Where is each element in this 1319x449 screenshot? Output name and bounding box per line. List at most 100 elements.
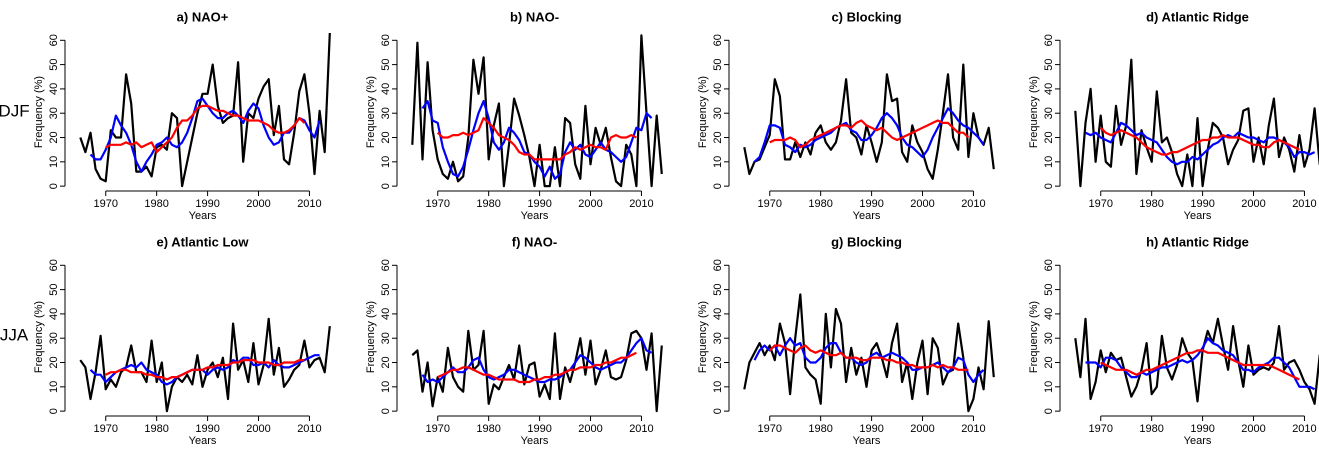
- y-tick-label: 30: [48, 107, 60, 119]
- panel-title: f) NAO-: [512, 234, 558, 249]
- x-tick-label: 1990: [195, 423, 219, 435]
- y-axis-label: Frequency (%): [1028, 76, 1040, 148]
- y-tick-label: 60: [712, 34, 724, 46]
- row-label: DJF: [0, 101, 30, 120]
- x-tick-label: 1990: [527, 198, 551, 210]
- series-line: [89, 354, 320, 386]
- x-tick-label: 1980: [808, 198, 832, 210]
- panel-title: b) NAO-: [510, 9, 559, 24]
- y-tick-label: 0: [1043, 408, 1055, 414]
- x-tick-label: 1970: [1088, 198, 1112, 210]
- y-axis-label: Frequency (%): [1028, 301, 1040, 373]
- series-line: [1100, 349, 1300, 381]
- x-axis-label: Years: [521, 435, 549, 447]
- y-tick-label: 30: [1043, 332, 1055, 344]
- x-tick-label: 2000: [246, 423, 270, 435]
- x-tick-label: 1990: [1190, 423, 1214, 435]
- y-tick-label: 0: [712, 408, 724, 414]
- x-tick-label: 1980: [144, 198, 168, 210]
- x-tick-label: 1970: [93, 198, 117, 210]
- x-tick-label: 1980: [808, 423, 832, 435]
- y-tick-label: 40: [712, 83, 724, 95]
- row-label: JJA: [0, 325, 29, 344]
- y-tick-label: 50: [48, 283, 60, 295]
- x-tick-label: 1980: [1139, 423, 1163, 435]
- x-tick-label: 2000: [1241, 423, 1265, 435]
- y-tick-label: 20: [48, 356, 60, 368]
- series-line: [437, 351, 637, 384]
- series-line: [421, 337, 653, 384]
- series-line: [105, 359, 305, 381]
- y-tick-label: 40: [712, 308, 724, 320]
- panel-title: a) NAO+: [177, 9, 229, 24]
- x-axis-label: Years: [1184, 210, 1212, 222]
- series-line: [753, 107, 985, 163]
- y-tick-label: 60: [712, 259, 724, 271]
- y-tick-label: 0: [380, 408, 392, 414]
- x-tick-label: 2000: [910, 423, 934, 435]
- x-tick-label: 1970: [757, 198, 781, 210]
- y-tick-label: 60: [48, 34, 60, 46]
- series-line: [79, 32, 331, 188]
- series-line: [89, 97, 321, 173]
- y-tick-label: 30: [712, 107, 724, 119]
- panel-title: d) Atlantic Ridge: [1146, 9, 1249, 24]
- x-tick-label: 1980: [476, 198, 500, 210]
- y-tick-label: 10: [380, 381, 392, 393]
- y-tick-label: 20: [380, 131, 392, 143]
- x-tick-label: 1970: [93, 423, 117, 435]
- x-axis-label: Years: [189, 435, 217, 447]
- y-axis-label: Frequency (%): [697, 76, 709, 148]
- x-tick-label: 1970: [425, 198, 449, 210]
- y-tick-label: 20: [712, 356, 724, 368]
- y-tick-label: 30: [712, 332, 724, 344]
- x-tick-label: 1990: [527, 423, 551, 435]
- series-line: [1085, 121, 1316, 166]
- x-tick-label: 1980: [1139, 198, 1163, 210]
- x-axis-label: Years: [1184, 435, 1212, 447]
- y-tick-label: 20: [48, 131, 60, 143]
- x-tick-label: 2010: [1292, 423, 1316, 435]
- y-tick-label: 40: [48, 83, 60, 95]
- y-tick-label: 50: [1043, 283, 1055, 295]
- y-tick-label: 20: [1043, 356, 1055, 368]
- x-tick-label: 1990: [1190, 198, 1214, 210]
- y-tick-label: 20: [1043, 131, 1055, 143]
- y-tick-label: 50: [48, 58, 60, 70]
- y-tick-label: 0: [380, 183, 392, 189]
- x-tick-label: 2010: [1292, 198, 1316, 210]
- y-tick-label: 30: [48, 332, 60, 344]
- panel-title: h) Atlantic Ridge: [1146, 234, 1249, 249]
- x-tick-label: 1990: [859, 423, 883, 435]
- x-tick-label: 1980: [144, 423, 168, 435]
- panel-title: c) Blocking: [831, 9, 901, 24]
- y-tick-label: 10: [712, 156, 724, 168]
- y-tick-label: 10: [48, 381, 60, 393]
- x-tick-label: 1980: [476, 423, 500, 435]
- y-axis-label: Frequency (%): [365, 301, 377, 373]
- y-tick-label: 10: [1043, 381, 1055, 393]
- y-tick-label: 40: [1043, 83, 1055, 95]
- x-tick-label: 2010: [297, 423, 321, 435]
- x-tick-label: 1970: [425, 423, 449, 435]
- panel-title: e) Atlantic Low: [157, 234, 250, 249]
- series-line: [79, 317, 331, 413]
- y-tick-label: 40: [48, 308, 60, 320]
- series-line: [421, 100, 653, 180]
- y-tick-label: 30: [1043, 107, 1055, 119]
- series-line: [105, 104, 306, 154]
- y-tick-label: 60: [380, 259, 392, 271]
- series-line: [436, 117, 637, 161]
- y-tick-label: 50: [380, 58, 392, 70]
- x-tick-label: 1990: [195, 198, 219, 210]
- x-axis-label: Years: [521, 210, 549, 222]
- x-tick-label: 2010: [961, 423, 985, 435]
- x-axis-label: Years: [853, 210, 881, 222]
- y-tick-label: 40: [380, 83, 392, 95]
- y-axis-label: Frequency (%): [33, 76, 45, 148]
- y-tick-label: 0: [48, 408, 60, 414]
- y-tick-label: 50: [1043, 58, 1055, 70]
- y-tick-label: 0: [712, 183, 724, 189]
